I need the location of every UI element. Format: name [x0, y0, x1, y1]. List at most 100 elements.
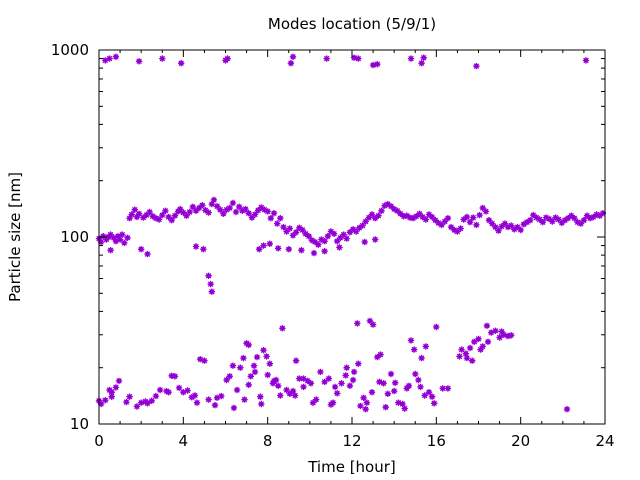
- chart-title: Modes location (5/9/1): [268, 15, 436, 33]
- data-point: [171, 373, 179, 380]
- data-point: [484, 338, 492, 345]
- data-point: [444, 214, 452, 222]
- data-point: [477, 346, 484, 353]
- data-point: [118, 231, 126, 238]
- data-point: [327, 401, 335, 408]
- data-point: [102, 57, 109, 64]
- data-point: [208, 200, 216, 208]
- data-point: [387, 370, 395, 378]
- data-point: [226, 204, 233, 212]
- data-point: [488, 329, 495, 336]
- y-tick-label: 1000: [51, 41, 89, 59]
- data-point: [517, 226, 524, 234]
- data-point: [283, 386, 290, 394]
- data-point: [189, 203, 197, 211]
- data-point: [191, 392, 199, 399]
- data-point: [362, 218, 369, 225]
- data-point: [208, 288, 216, 295]
- data-point: [353, 228, 360, 235]
- data-point: [230, 404, 238, 412]
- data-points: [95, 53, 607, 413]
- data-point: [417, 383, 424, 391]
- data-point: [418, 60, 425, 67]
- data-point: [305, 232, 312, 240]
- y-axis: 10 100 1000: [51, 41, 605, 433]
- data-point: [374, 60, 381, 68]
- data-point: [384, 390, 391, 397]
- data-point: [201, 357, 208, 364]
- data-point: [323, 55, 330, 62]
- data-point: [492, 327, 499, 334]
- data-point: [162, 207, 169, 215]
- data-point: [482, 208, 490, 215]
- data-point: [355, 55, 362, 62]
- data-point: [159, 211, 166, 219]
- data-point: [144, 250, 151, 258]
- y-tick-label: 100: [60, 228, 89, 246]
- data-point: [200, 245, 207, 253]
- data-point: [112, 53, 120, 60]
- data-point: [469, 357, 476, 364]
- data-point: [253, 353, 261, 361]
- data-point: [473, 62, 480, 70]
- data-point: [128, 211, 135, 218]
- data-point: [133, 213, 141, 221]
- data-point: [165, 389, 172, 396]
- data-point: [211, 402, 219, 409]
- data-point: [405, 382, 413, 389]
- data-point: [116, 236, 124, 243]
- data-point: [97, 400, 105, 408]
- data-point: [274, 220, 281, 227]
- data-point: [363, 399, 370, 406]
- data-point: [285, 245, 292, 253]
- data-point: [279, 325, 286, 332]
- data-point: [324, 232, 331, 240]
- data-point: [420, 54, 427, 61]
- data-point: [199, 201, 206, 209]
- data-point: [296, 375, 303, 382]
- x-tick-label: 4: [179, 432, 189, 450]
- data-point: [401, 405, 408, 412]
- data-point: [260, 347, 267, 354]
- data-point: [523, 218, 531, 226]
- data-point: [177, 60, 185, 67]
- data-point: [399, 400, 406, 408]
- data-point: [418, 354, 425, 362]
- data-point: [156, 386, 164, 394]
- data-point: [391, 387, 398, 395]
- data-point: [240, 354, 247, 362]
- data-point: [289, 53, 297, 60]
- data-point: [375, 212, 382, 219]
- data-point: [137, 245, 145, 253]
- data-point: [463, 213, 471, 221]
- data-point: [307, 380, 315, 387]
- data-point: [463, 354, 471, 362]
- data-point: [247, 373, 255, 380]
- data-point: [256, 245, 263, 253]
- data-point: [205, 396, 212, 403]
- data-point: [511, 226, 518, 233]
- data-point: [233, 386, 241, 394]
- data-point: [357, 402, 364, 410]
- data-point: [171, 212, 179, 219]
- data-point: [310, 249, 318, 257]
- data-point: [346, 382, 354, 389]
- data-point: [270, 209, 278, 217]
- data-point: [108, 389, 115, 396]
- data-point: [245, 341, 252, 349]
- data-point: [315, 241, 322, 248]
- data-point: [235, 203, 243, 211]
- data-point: [292, 229, 300, 236]
- data-point: [349, 376, 357, 384]
- data-point: [216, 206, 224, 213]
- data-point: [260, 242, 267, 249]
- data-point: [422, 216, 429, 223]
- data-point: [107, 246, 114, 254]
- data-point: [229, 199, 237, 207]
- data-point: [411, 346, 418, 353]
- data-point: [377, 351, 384, 358]
- data-point: [237, 364, 244, 371]
- data-point: [362, 406, 369, 413]
- data-point: [121, 239, 128, 247]
